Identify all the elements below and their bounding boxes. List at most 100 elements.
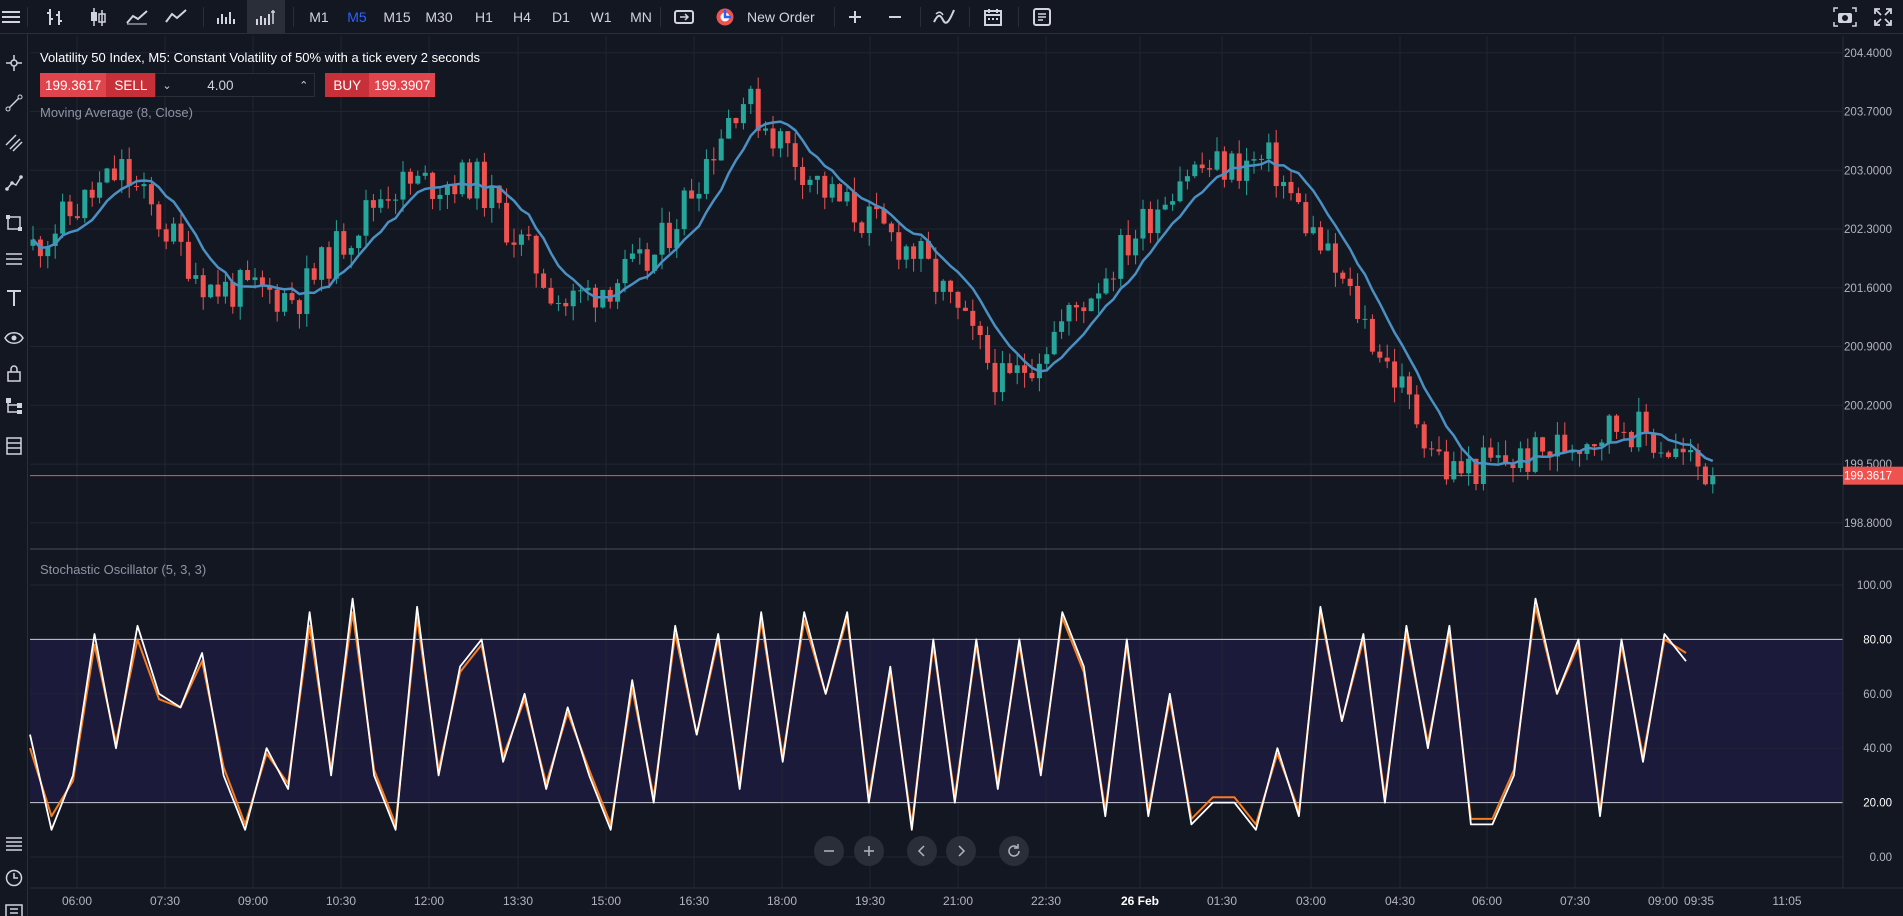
candle-bear <box>548 287 554 304</box>
object-tree-icon[interactable] <box>0 392 28 420</box>
price-label: 198.8000 <box>1844 518 1892 530</box>
list-icon[interactable] <box>0 830 28 858</box>
candle-bear <box>496 185 502 203</box>
line-chart-type-icon[interactable] <box>124 0 150 34</box>
candle-bear <box>1591 444 1597 447</box>
trade-panel: 199.3617 SELL ⌄ 4.00 ⌃ BUY 199.3907 <box>40 73 436 97</box>
timeframe-w1[interactable]: W1 <box>590 9 612 25</box>
timeframe-m1[interactable]: M1 <box>309 9 329 25</box>
menu-icon[interactable] <box>0 0 22 34</box>
sell-price[interactable]: 199.3617 <box>40 73 107 97</box>
candle-bull <box>1399 376 1405 388</box>
candle-bull <box>1184 176 1190 182</box>
sell-button[interactable]: SELL <box>106 73 156 97</box>
volume-input[interactable]: 4.00 <box>207 77 234 93</box>
rectangle-icon[interactable] <box>0 209 28 237</box>
candle-bull <box>1281 181 1287 187</box>
scroll-left-icon[interactable] <box>907 836 937 866</box>
increase-volume-icon[interactable]: ⌃ <box>299 79 309 92</box>
candle-bull <box>319 247 325 280</box>
candle-bear <box>800 166 806 185</box>
candle-bull <box>600 289 606 308</box>
candle-bull <box>615 283 621 302</box>
timeframe-m30[interactable]: M30 <box>425 9 453 25</box>
candle-bull <box>1266 142 1272 159</box>
text-tool-icon[interactable] <box>0 284 28 312</box>
timeframe-mn[interactable]: MN <box>630 9 652 25</box>
candle-bear <box>1125 234 1131 256</box>
candle-bull <box>348 248 354 255</box>
candle-bear <box>1643 411 1649 434</box>
templates-icon[interactable] <box>0 432 28 460</box>
indicators-icon[interactable] <box>930 0 958 34</box>
volume-stepper[interactable]: ⌄ 4.00 ⌃ <box>155 73 316 97</box>
new-order-button[interactable]: New Order <box>715 0 825 34</box>
timeframe-m5[interactable]: M5 <box>347 9 367 25</box>
history-clock-icon[interactable] <box>0 864 28 892</box>
candle-bull <box>1710 475 1716 485</box>
calendar-icon[interactable] <box>979 0 1007 34</box>
volume-icon[interactable] <box>212 0 240 34</box>
price-label: 204.4000 <box>1844 48 1892 60</box>
zoom-out-nav-icon[interactable] <box>814 836 844 866</box>
candle-bear <box>689 190 695 199</box>
timeframe-h1[interactable]: H1 <box>475 9 493 25</box>
crosshair-icon[interactable] <box>0 49 28 77</box>
timeframe-m15[interactable]: M15 <box>383 9 411 25</box>
candle-bear <box>215 284 221 297</box>
candle-bear <box>1488 447 1494 458</box>
candle-bull <box>1636 411 1642 448</box>
reset-chart-icon[interactable] <box>999 836 1029 866</box>
fib-icon[interactable] <box>0 246 28 274</box>
screenshot-icon[interactable] <box>1830 0 1860 34</box>
time-label: 15:00 <box>591 894 621 908</box>
candle-bull <box>237 270 243 307</box>
candle-bull <box>1599 442 1605 447</box>
buy-price[interactable]: 199.3907 <box>369 73 436 97</box>
volume-profile-icon[interactable] <box>247 0 285 34</box>
zoom-out-icon[interactable] <box>883 0 907 34</box>
candle-bull <box>333 231 339 279</box>
trend-line-icon[interactable] <box>0 89 28 117</box>
candle-bear <box>126 159 132 186</box>
candle-bull <box>1517 448 1523 469</box>
new-order-label: New Order <box>747 9 815 25</box>
decrease-volume-icon[interactable]: ⌄ <box>162 79 172 92</box>
candle-bull <box>474 161 480 199</box>
bar-chart-type-icon[interactable] <box>42 0 68 34</box>
time-label: 09:00 <box>238 894 268 908</box>
ma-legend[interactable]: Moving Average (8, Close) <box>40 105 193 120</box>
area-chart-type-icon[interactable] <box>163 0 189 34</box>
candle-bull <box>1051 331 1057 355</box>
eye-icon[interactable] <box>0 324 28 352</box>
lock-icon[interactable] <box>0 359 28 387</box>
fullscreen-icon[interactable] <box>1868 0 1898 34</box>
candle-bull <box>740 104 746 124</box>
chart-sync-icon[interactable] <box>670 0 698 34</box>
journal-icon[interactable] <box>0 898 28 916</box>
path-icon[interactable] <box>0 169 28 197</box>
channel-icon[interactable] <box>0 129 28 157</box>
candle-bull <box>489 185 495 209</box>
time-label: 09:00 <box>1648 894 1678 908</box>
candle-bear <box>644 249 650 271</box>
candle-bull <box>585 287 591 291</box>
stoch-legend[interactable]: Stochastic Oscillator (5, 3, 3) <box>40 562 207 577</box>
timeframe-h4[interactable]: H4 <box>513 9 531 25</box>
candles-chart-type-icon[interactable] <box>85 0 111 34</box>
timeframe-d1[interactable]: D1 <box>552 9 570 25</box>
zoom-in-icon[interactable] <box>843 0 867 34</box>
current-price-tag <box>1843 466 1903 485</box>
candle-bear <box>289 293 295 301</box>
candle-bull <box>622 258 628 284</box>
stoch-level-tag <box>1843 630 1903 649</box>
scroll-right-icon[interactable] <box>946 836 976 866</box>
candle-bull <box>1177 181 1183 202</box>
buy-button[interactable]: BUY <box>325 73 370 97</box>
zoom-in-nav-icon[interactable] <box>854 836 884 866</box>
news-icon[interactable] <box>1028 0 1056 34</box>
candle-bull <box>726 118 732 139</box>
candle-bull <box>378 199 384 208</box>
candle-bull <box>807 179 813 185</box>
